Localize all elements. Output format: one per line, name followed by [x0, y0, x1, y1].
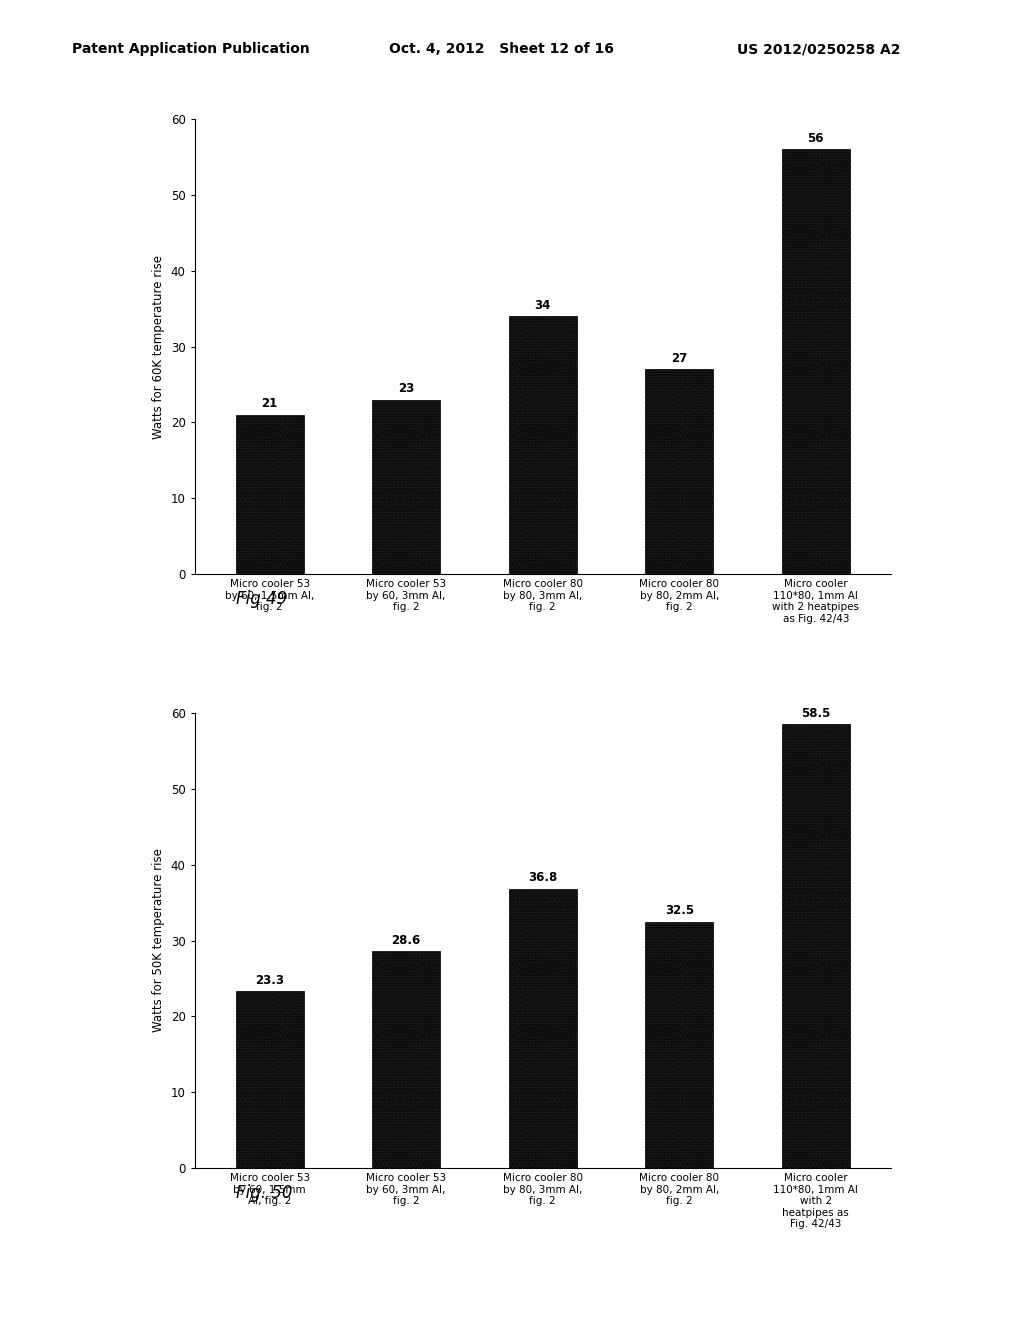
Text: 32.5: 32.5 [665, 904, 694, 917]
Bar [372, 400, 440, 574]
Text: US 2012/0250258 A2: US 2012/0250258 A2 [737, 42, 901, 57]
Bar [372, 952, 440, 1168]
Text: 36.8: 36.8 [528, 871, 557, 884]
Bar [781, 149, 850, 574]
Y-axis label: Watts for 50K temperature rise: Watts for 50K temperature rise [153, 849, 165, 1032]
Text: Fig. 50: Fig. 50 [236, 1184, 292, 1203]
Text: 58.5: 58.5 [801, 706, 830, 719]
Text: 28.6: 28.6 [391, 933, 421, 946]
Text: Oct. 4, 2012   Sheet 12 of 16: Oct. 4, 2012 Sheet 12 of 16 [389, 42, 614, 57]
Text: 56: 56 [808, 132, 824, 145]
Bar [509, 317, 577, 574]
Bar [236, 991, 304, 1168]
Text: 27: 27 [671, 351, 687, 364]
Text: 23: 23 [398, 381, 415, 395]
Bar [645, 921, 714, 1168]
Bar [509, 888, 577, 1168]
Bar [781, 725, 850, 1168]
Text: 23.3: 23.3 [255, 974, 284, 987]
Text: Fig 49: Fig 49 [236, 590, 287, 609]
Bar [645, 370, 714, 574]
Text: 34: 34 [535, 298, 551, 312]
Text: Patent Application Publication: Patent Application Publication [72, 42, 309, 57]
Y-axis label: Watts for 60K temperature rise: Watts for 60K temperature rise [153, 255, 165, 438]
Text: 21: 21 [261, 397, 278, 411]
Bar [236, 414, 304, 574]
